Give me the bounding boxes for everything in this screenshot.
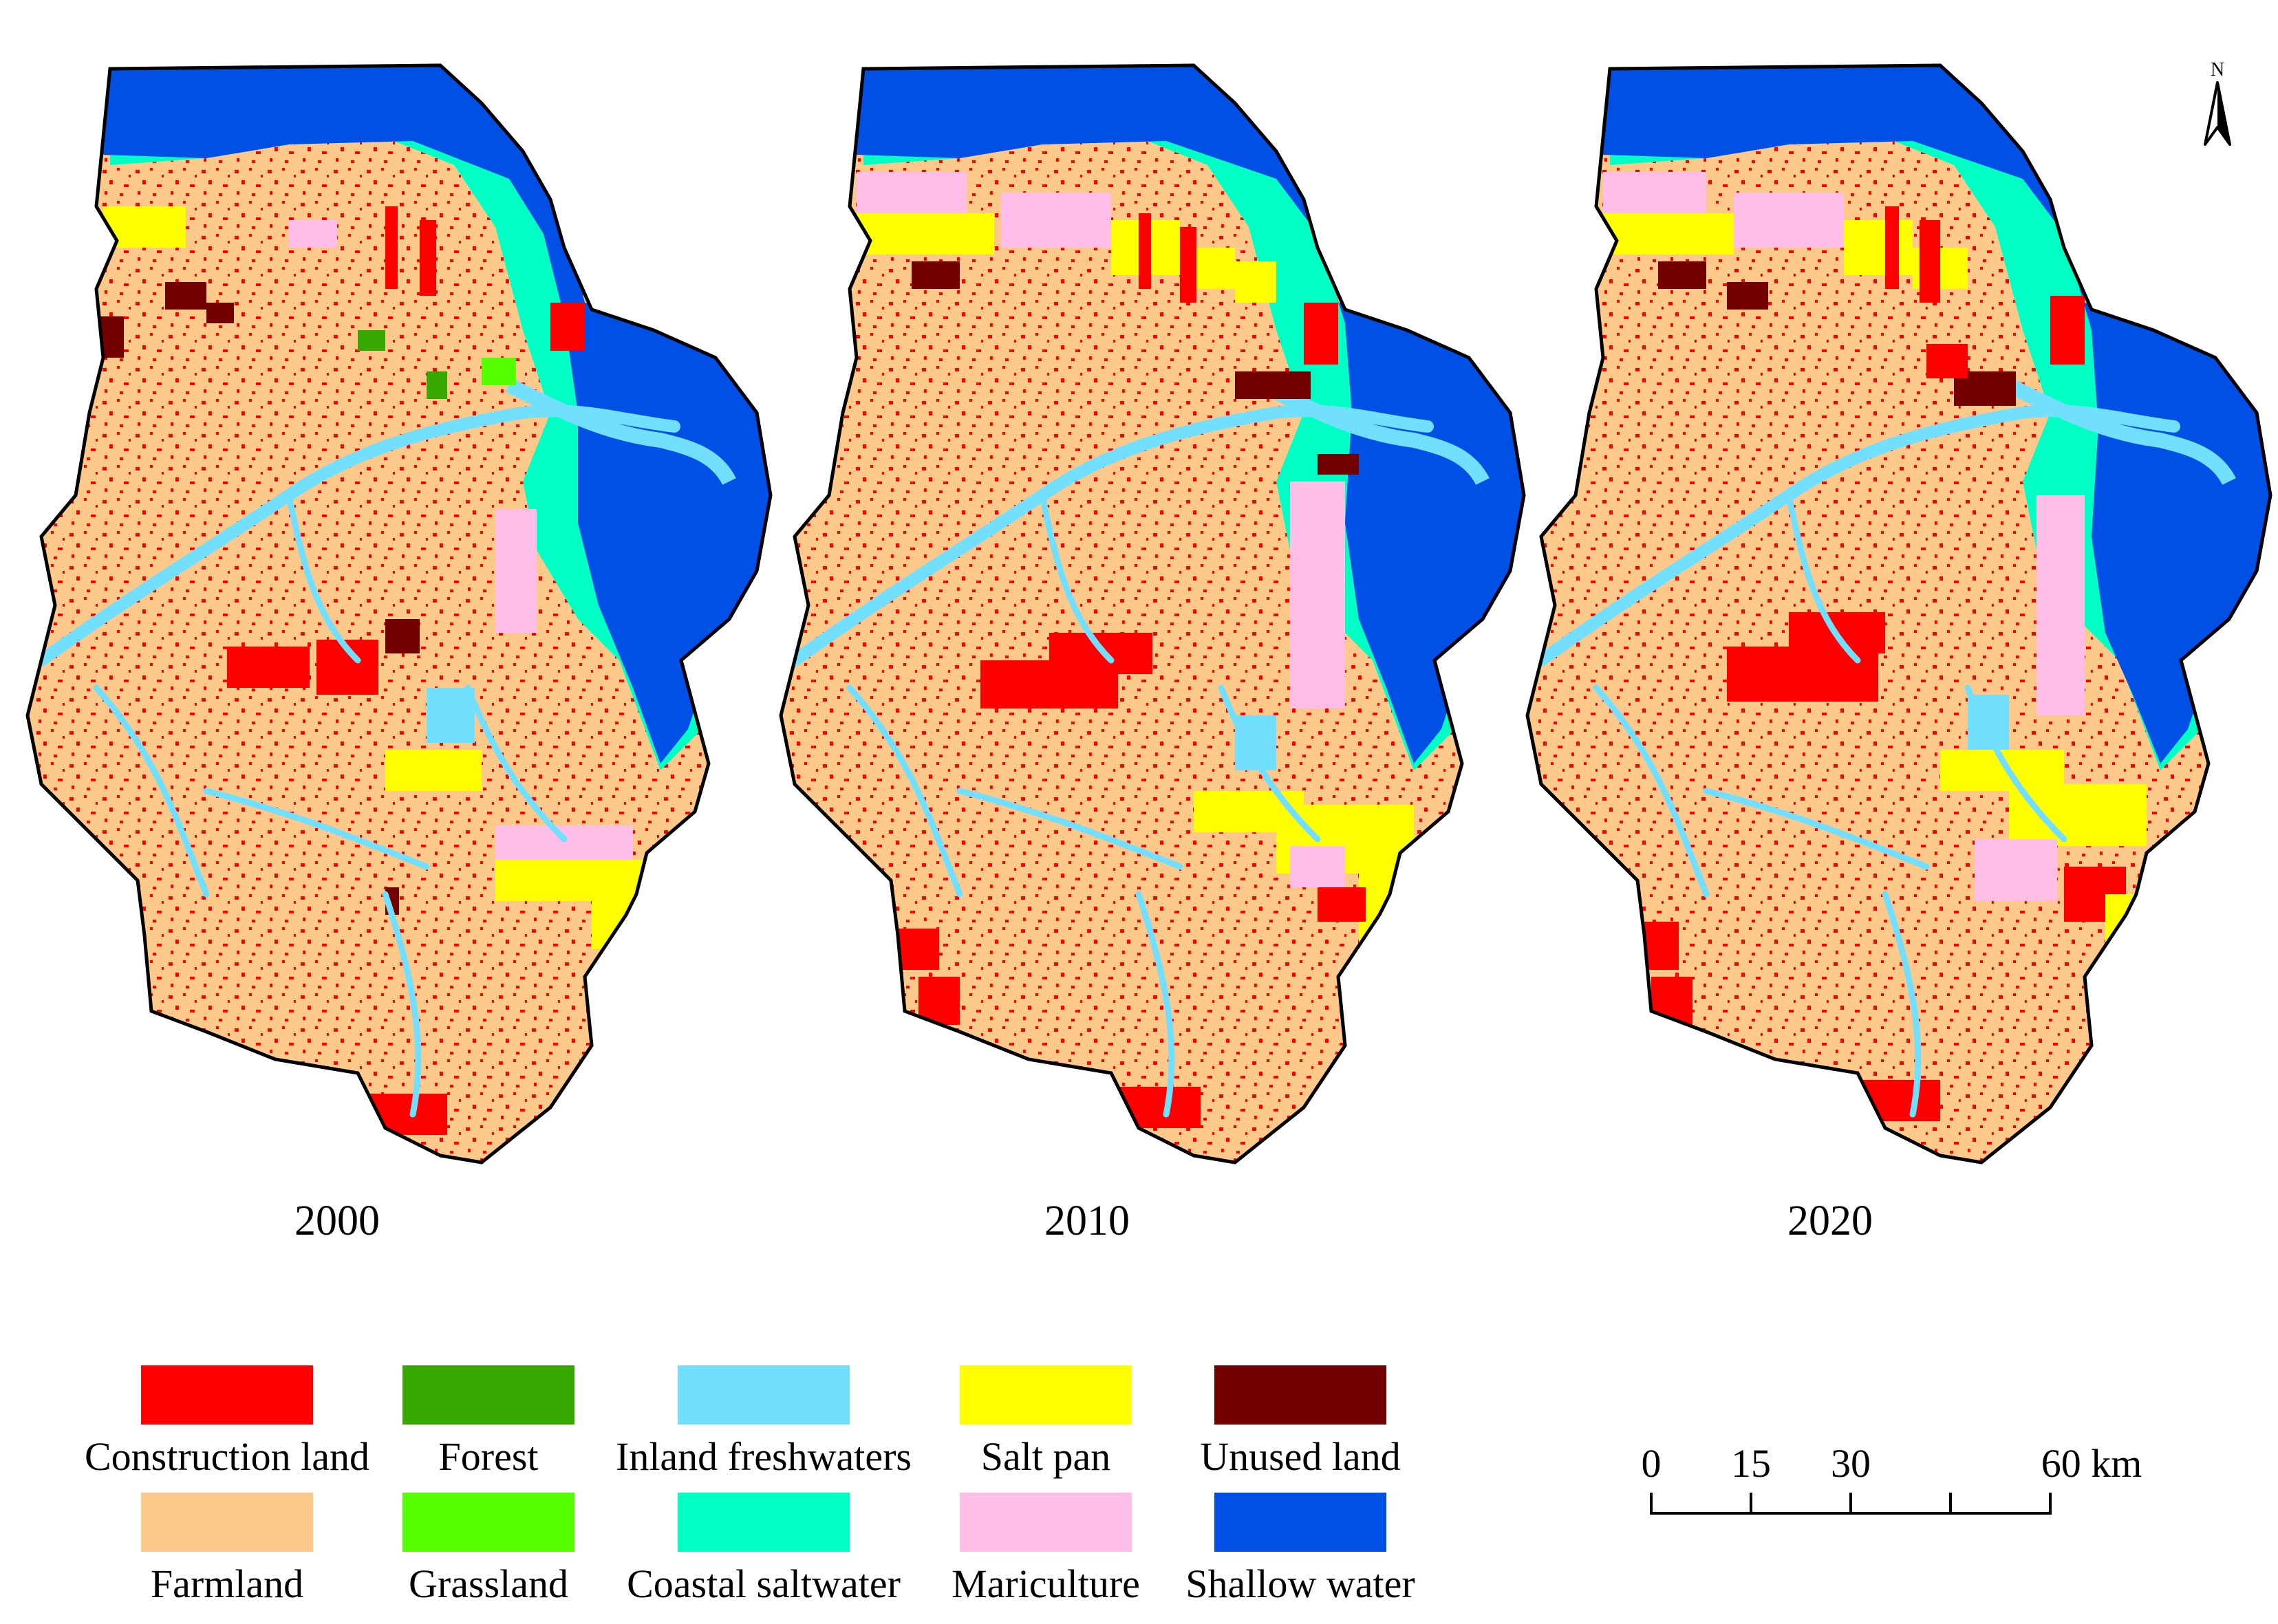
- legend-label-farmland: Farmland: [150, 1561, 304, 1606]
- legend-label-mariculture: Mariculture: [952, 1561, 1140, 1606]
- legend-label-unused-land: Unused land: [1200, 1434, 1401, 1479]
- north-arrow-icon: N: [2204, 59, 2231, 146]
- map-2000: [0, 0, 826, 1238]
- legend-swatch-construction-land: [141, 1365, 313, 1425]
- legend-swatch-farmland: [141, 1493, 313, 1552]
- legend-label-salt-pan: Salt pan: [980, 1434, 1111, 1479]
- scale-tick-30: 30: [1831, 1441, 1871, 1486]
- legend-label-construction-land: Construction land: [84, 1434, 369, 1479]
- scale-tick-0: 0: [1641, 1441, 1662, 1486]
- legend-label-forest: Forest: [438, 1434, 539, 1479]
- map-year-label-2010: 2010: [1044, 1198, 1130, 1244]
- legend-swatch-salt-pan: [960, 1365, 1132, 1425]
- legend-label-shallow-water: Shallow water: [1185, 1561, 1415, 1606]
- scale-tick-15: 15: [1731, 1441, 1771, 1486]
- land-use-maps: N: [0, 0, 2278, 1238]
- scale-tick-60-km: 60 km: [2041, 1441, 2142, 1486]
- legend-swatch-unused-land: [1214, 1365, 1386, 1425]
- map-year-label-2000: 2000: [294, 1198, 380, 1244]
- legend-swatch-grassland: [402, 1493, 574, 1552]
- map-2010: [753, 0, 1579, 1238]
- north-arrow-label: N: [2211, 59, 2224, 80]
- legend-label-inland-freshwaters: Inland freshwaters: [616, 1434, 912, 1479]
- legend-swatch-inland-freshwaters: [678, 1365, 850, 1425]
- map-2020: [1500, 0, 2278, 1238]
- legend-label-grassland: Grassland: [409, 1561, 568, 1606]
- map-year-label-2020: 2020: [1787, 1198, 1873, 1244]
- legend-swatch-forest: [402, 1365, 574, 1425]
- legend-label-coastal-saltwater: Coastal saltwater: [627, 1561, 901, 1606]
- legend-swatch-mariculture: [960, 1493, 1132, 1552]
- legend-swatch-shallow-water: [1214, 1493, 1386, 1552]
- legend-swatch-coastal-saltwater: [678, 1493, 850, 1552]
- scale-bar: [1650, 1493, 2052, 1515]
